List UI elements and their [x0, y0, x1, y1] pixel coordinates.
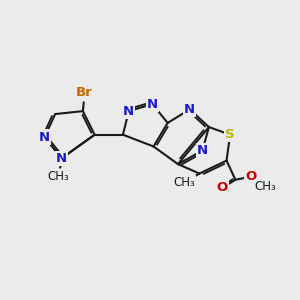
Text: N: N	[184, 103, 195, 116]
Text: CH₃: CH₃	[254, 180, 276, 193]
Text: N: N	[123, 105, 134, 118]
Text: CH₃: CH₃	[48, 170, 70, 183]
Text: Br: Br	[76, 86, 93, 99]
Text: O: O	[217, 182, 228, 194]
Text: N: N	[39, 130, 50, 143]
Text: N: N	[147, 98, 158, 111]
Text: S: S	[225, 128, 235, 141]
Text: O: O	[245, 170, 256, 183]
Text: N: N	[197, 144, 208, 157]
Text: N: N	[56, 152, 67, 165]
Text: CH₃: CH₃	[173, 176, 195, 189]
